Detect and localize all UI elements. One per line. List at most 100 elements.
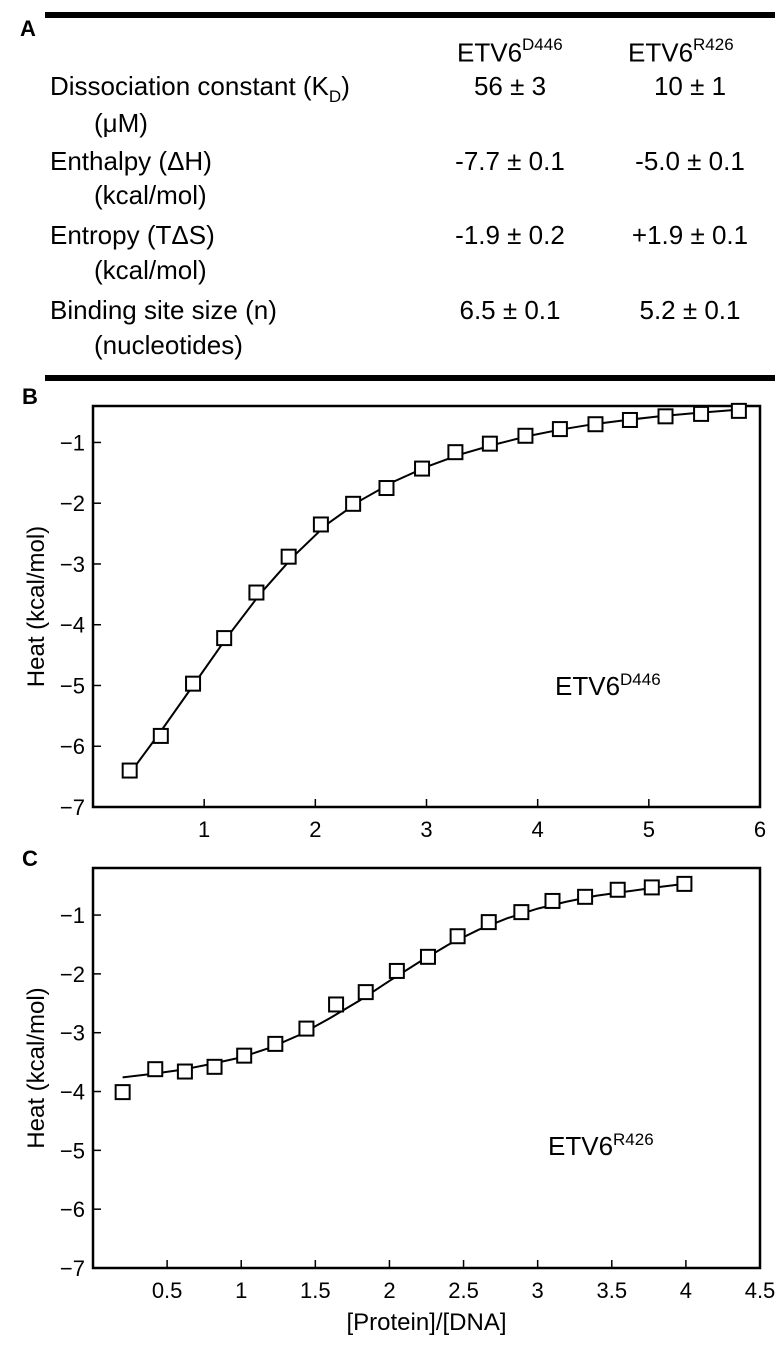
row-label-dissociation-constant: Dissociation constant (KD)	[50, 71, 350, 105]
data-point	[419, 948, 436, 965]
y-tick-label: −5	[60, 673, 85, 698]
data-point	[551, 421, 568, 438]
data-point	[517, 427, 534, 444]
y-axis-label: Heat (kcal/mol)	[23, 987, 50, 1148]
data-point	[298, 1020, 315, 1037]
y-tick-label: −5	[60, 1138, 85, 1163]
y-axis-label: Heat (kcal/mol)	[23, 526, 50, 687]
y-tick-label: −4	[60, 613, 85, 638]
data-point	[693, 405, 710, 422]
series-annotation: ETV6D446	[555, 670, 661, 701]
x-tick-label: 4	[532, 817, 544, 842]
x-tick-label: 3.5	[596, 1278, 627, 1303]
x-tick-label: 1	[235, 1278, 247, 1303]
data-point	[357, 984, 374, 1001]
data-point	[449, 928, 466, 945]
data-point	[121, 762, 138, 779]
data-point	[328, 996, 345, 1013]
row-unit: (μM)	[94, 108, 148, 138]
y-tick-label: −2	[60, 491, 85, 516]
data-point	[388, 962, 405, 979]
series-annotation: ETV6R426	[548, 1130, 654, 1161]
x-axis-label: [Protein]/[DNA]	[346, 1309, 506, 1336]
cell-value: 56 ± 3	[473, 71, 547, 101]
y-tick-label: −3	[60, 1021, 85, 1046]
x-tick-label: 6	[754, 817, 766, 842]
x-tick-label: 3	[532, 1278, 544, 1303]
data-point	[152, 727, 169, 744]
annotation-base: ETV6	[555, 671, 620, 701]
data-point	[176, 1063, 193, 1080]
cell-value: +1.9 ± 0.1	[631, 220, 749, 250]
chart-panel-b: −1 −2 −3 −4 −5 −6 −7 1 2 3 4 5 6 Heat (kcal/mol) ETV6D…	[23, 402, 766, 842]
y-tick-label: −7	[60, 1256, 85, 1281]
data-point	[185, 675, 202, 692]
row-label-enthalpy: Enthalpy (ΔH)	[50, 146, 212, 176]
fit-curve	[122, 882, 685, 1079]
plot-frame	[91, 866, 762, 1270]
panel-label-a: A	[20, 16, 36, 41]
data-point	[414, 460, 431, 477]
data-point	[513, 904, 530, 921]
x-tick-label: 4.5	[745, 1278, 776, 1303]
x-tick-label: 2	[383, 1278, 395, 1303]
column-header-r426: ETV6R426	[628, 36, 734, 66]
row-label-binding-site-size: Binding site size (n)	[50, 295, 277, 325]
row-label-close: )	[341, 71, 350, 101]
data-point	[609, 881, 626, 898]
table-top-rule	[45, 12, 775, 18]
cell-value: -7.7 ± 0.1	[455, 146, 565, 176]
data-point	[114, 1084, 131, 1101]
data-point	[587, 416, 604, 433]
data-point	[544, 892, 561, 909]
row-unit: (kcal/mol)	[94, 255, 207, 285]
y-tick-label: −3	[60, 552, 85, 577]
data-point	[481, 435, 498, 452]
annotation-superscript: D446	[620, 670, 661, 689]
data-point	[657, 408, 674, 425]
annotation-superscript: R426	[613, 1130, 654, 1149]
row-label-text: Dissociation constant (K	[50, 71, 329, 101]
y-tick-label: −2	[60, 962, 85, 987]
column-header-base: ETV6	[457, 37, 523, 68]
table-bottom-rule	[45, 375, 775, 381]
column-header-d446: ETV6D446	[457, 35, 563, 68]
x-tick-label: 2.5	[448, 1278, 479, 1303]
y-tick-label: −4	[60, 1080, 85, 1105]
cell-value: 5.2 ± 0.1	[639, 295, 741, 325]
x-tick-label: 2	[309, 817, 321, 842]
data-point	[147, 1061, 164, 1078]
y-tick-label: −1	[60, 430, 85, 455]
data-point	[676, 875, 693, 892]
row-label-subscript: D	[328, 87, 342, 106]
panel-label-c: C	[22, 846, 38, 871]
y-tick-label: −6	[60, 1197, 85, 1222]
cell-value: 6.5 ± 0.1	[459, 295, 561, 325]
column-header-sup: D446	[522, 35, 563, 54]
panel-label-b: B	[22, 384, 38, 409]
y-tick-label: −6	[60, 734, 85, 759]
data-point	[621, 411, 638, 428]
data-point	[280, 548, 297, 565]
data-point	[206, 1058, 223, 1075]
cell-value: 10 ± 1	[653, 71, 727, 101]
x-tick-label: 4	[680, 1278, 692, 1303]
cell-value: -5.0 ± 0.1	[635, 146, 745, 176]
data-point	[236, 1047, 253, 1064]
annotation-base: ETV6	[548, 1131, 613, 1161]
x-tick-label: 0.5	[152, 1278, 183, 1303]
data-point	[248, 584, 265, 601]
data-point	[378, 480, 395, 497]
x-tick-label: 5	[643, 817, 655, 842]
data-point	[345, 495, 362, 512]
x-tick-label: 3	[420, 817, 432, 842]
data-point	[577, 888, 594, 905]
y-tick-label: −7	[60, 795, 85, 820]
fit-curve	[128, 408, 739, 775]
x-tick-label: 1.5	[300, 1278, 331, 1303]
data-point	[447, 444, 464, 461]
data-point	[730, 402, 747, 419]
data-point	[312, 516, 329, 533]
chart-panel-c: −1 −2 −3 −4 −5 −6 −7 0.5 1 1.5 2 2.5 3 3.5 4 4.5 Heat (k…	[23, 866, 776, 1336]
